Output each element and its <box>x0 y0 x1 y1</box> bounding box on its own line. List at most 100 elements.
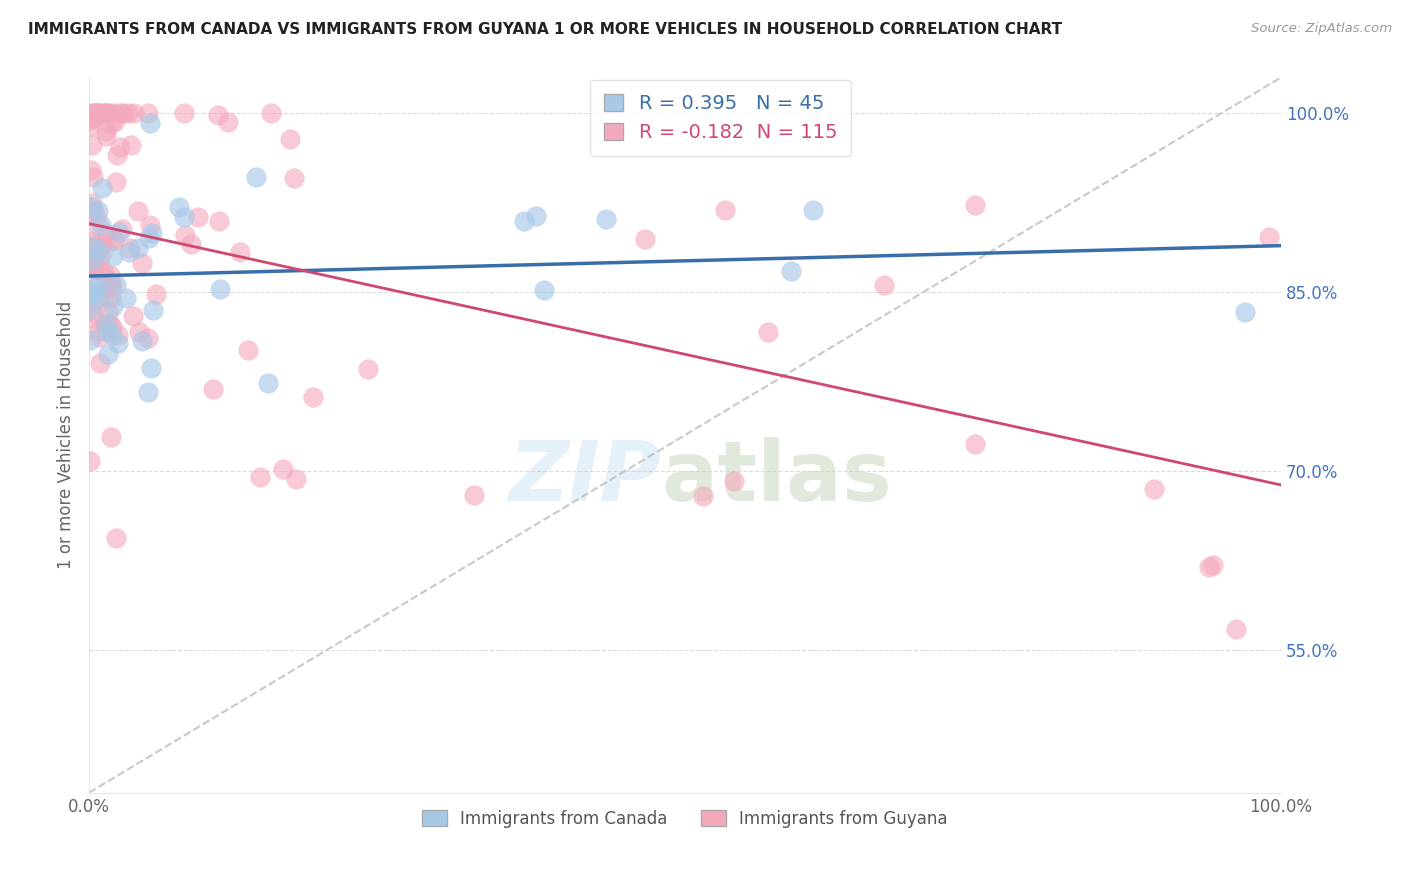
Point <box>1143 482 1166 496</box>
Point <box>90 219 112 233</box>
Point <box>87 106 110 120</box>
Point <box>208 214 231 228</box>
Point <box>96 280 118 294</box>
Point <box>83 204 105 219</box>
Point <box>100 117 122 131</box>
Point <box>94 106 117 120</box>
Point <box>167 200 190 214</box>
Point <box>111 222 134 236</box>
Point <box>79 113 101 128</box>
Point <box>82 286 104 301</box>
Point <box>82 240 104 254</box>
Point <box>180 237 202 252</box>
Point <box>87 106 110 120</box>
Point <box>90 236 112 251</box>
Point <box>533 283 555 297</box>
Point <box>79 106 101 120</box>
Point <box>98 317 121 331</box>
Point <box>90 181 112 195</box>
Point <box>217 115 239 129</box>
Point <box>127 241 149 255</box>
Point <box>963 197 986 211</box>
Point <box>1198 559 1220 574</box>
Point <box>103 298 125 312</box>
Point <box>93 106 115 120</box>
Point <box>83 305 105 319</box>
Point <box>142 302 165 317</box>
Point <box>302 390 325 404</box>
Point <box>104 531 127 545</box>
Point <box>229 244 252 259</box>
Point <box>90 246 112 260</box>
Point <box>174 227 197 242</box>
Point <box>87 219 110 233</box>
Point <box>82 241 104 255</box>
Point <box>82 169 104 184</box>
Point <box>136 331 159 345</box>
Point <box>1258 230 1281 244</box>
Point <box>83 280 105 294</box>
Point <box>93 318 115 333</box>
Point <box>356 361 378 376</box>
Point <box>101 106 124 120</box>
Legend: Immigrants from Canada, Immigrants from Guyana: Immigrants from Canada, Immigrants from … <box>415 803 955 834</box>
Point <box>136 384 159 399</box>
Point <box>98 277 121 291</box>
Point <box>87 254 110 268</box>
Point <box>100 320 122 334</box>
Point <box>97 291 120 305</box>
Point <box>245 170 267 185</box>
Point <box>89 324 111 338</box>
Point <box>780 264 803 278</box>
Point <box>79 454 101 468</box>
Point <box>118 245 141 260</box>
Point <box>108 139 131 153</box>
Point <box>82 257 104 271</box>
Point <box>1225 623 1247 637</box>
Point <box>87 289 110 303</box>
Point <box>84 106 107 120</box>
Point <box>280 132 302 146</box>
Point <box>108 226 131 240</box>
Point <box>80 234 103 248</box>
Point <box>595 212 617 227</box>
Point <box>79 286 101 301</box>
Point <box>103 233 125 247</box>
Point <box>138 116 160 130</box>
Point <box>100 291 122 305</box>
Point <box>173 106 195 120</box>
Point <box>96 227 118 241</box>
Point <box>94 128 117 143</box>
Point <box>285 472 308 486</box>
Point <box>634 232 657 246</box>
Point <box>100 430 122 444</box>
Point <box>260 106 283 120</box>
Point <box>756 325 779 339</box>
Point <box>208 282 231 296</box>
Text: Source: ZipAtlas.com: Source: ZipAtlas.com <box>1251 22 1392 36</box>
Point <box>141 226 163 240</box>
Point <box>187 211 209 225</box>
Point <box>96 106 118 120</box>
Point <box>100 276 122 290</box>
Point <box>128 325 150 339</box>
Point <box>83 293 105 307</box>
Point <box>120 241 142 255</box>
Point <box>82 251 104 265</box>
Point <box>692 489 714 503</box>
Point <box>107 327 129 342</box>
Point <box>96 325 118 339</box>
Point <box>173 210 195 224</box>
Point <box>83 251 105 265</box>
Point <box>117 106 139 120</box>
Point <box>107 335 129 350</box>
Point <box>83 106 105 120</box>
Point <box>249 469 271 483</box>
Point <box>111 106 134 120</box>
Point <box>145 287 167 301</box>
Point <box>127 203 149 218</box>
Point <box>121 309 143 323</box>
Point <box>86 203 108 218</box>
Point <box>80 238 103 252</box>
Point <box>80 259 103 273</box>
